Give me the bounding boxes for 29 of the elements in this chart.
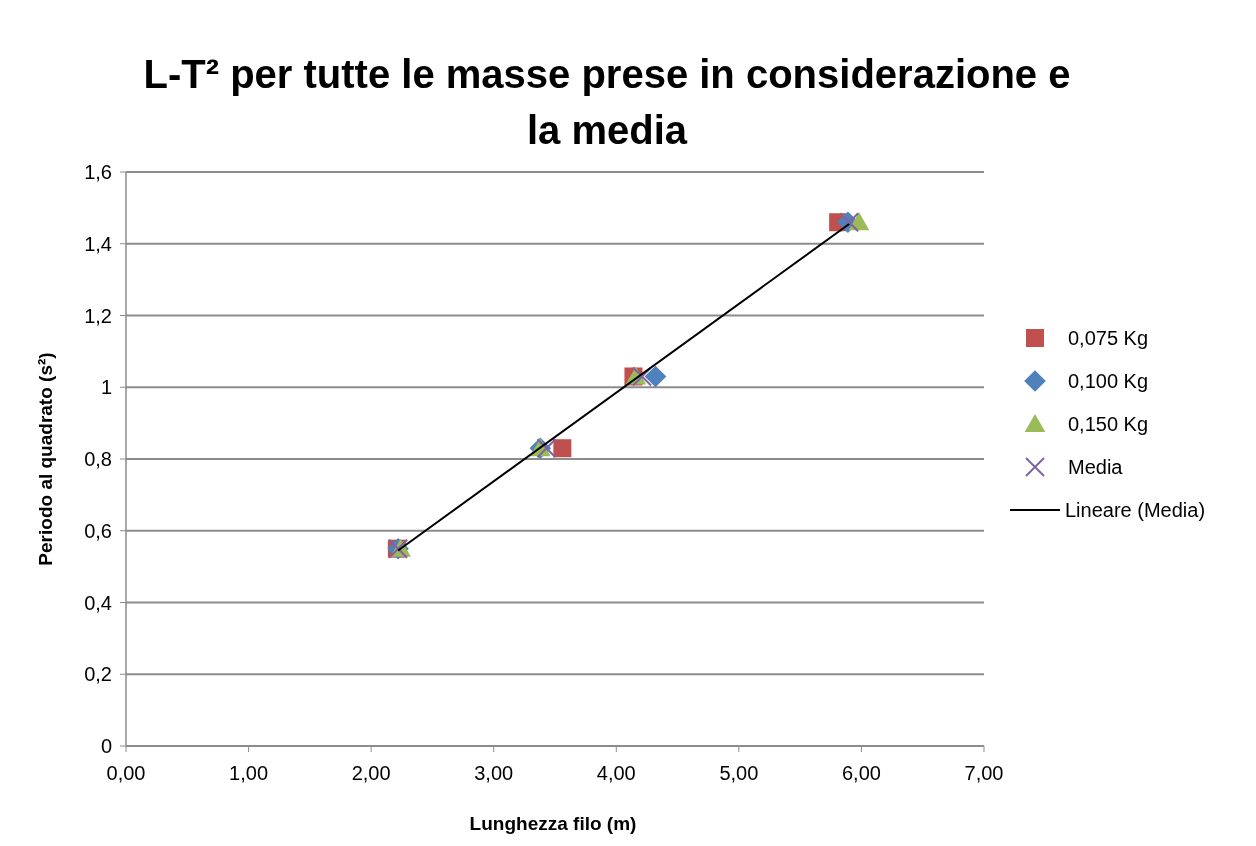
x-tick-label: 3,00 (474, 762, 514, 784)
x-axis-title: Lunghezza filo (m) (469, 813, 637, 834)
x-tick-label: 1,00 (229, 762, 269, 784)
legend-label: 0,075 Kg (1068, 327, 1149, 349)
y-tick-label: 1,4 (84, 232, 112, 255)
x-tick-label: 7,00 (964, 762, 1004, 784)
y-tick-label: 0,2 (84, 663, 112, 686)
point (644, 365, 667, 388)
y-tick-label: 0,6 (84, 519, 112, 542)
legend-label: Media (1068, 456, 1124, 478)
x-tick-label: 0,00 (106, 762, 146, 784)
x-tick-label: 6,00 (841, 762, 881, 784)
y-axis-title: Periodo al quadrato (s²) (35, 352, 56, 566)
x-tick-label: 2,00 (351, 762, 391, 784)
x-tick-label: 5,00 (719, 762, 759, 784)
y-tick-label: 1,2 (84, 304, 112, 327)
chart-title: L-T² per tutte le masse prese in considerazione e la media (143, 52, 1071, 152)
y-tick-label: 1,6 (84, 161, 112, 183)
legend-label: 0,100 Kg (1068, 370, 1149, 392)
legend-label: Lineare (Media) (1065, 499, 1206, 521)
y-tick-label: 0 (100, 735, 112, 757)
point (553, 439, 572, 458)
point (632, 366, 653, 387)
y-tick-label: 0,4 (84, 591, 112, 614)
y-tick-label: 0,8 (84, 448, 112, 470)
y-tick-label: 1 (100, 376, 112, 399)
x-tick-label: 4,00 (596, 762, 636, 784)
legend-label: 0,150 Kg (1068, 413, 1149, 435)
point (536, 438, 557, 459)
